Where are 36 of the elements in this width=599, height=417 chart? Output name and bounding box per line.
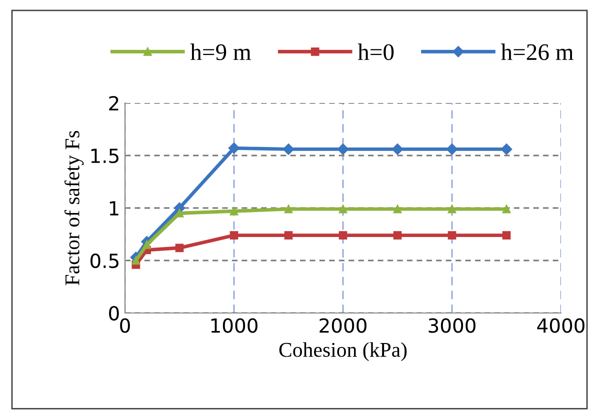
- point: [337, 144, 349, 155]
- x-axis-title: Cohesion (kPa): [279, 342, 407, 362]
- x-tick-label: 0: [120, 318, 130, 333]
- y-tick-label: 1.5: [91, 148, 118, 164]
- x-tick-label: 2000: [320, 318, 366, 333]
- point: [228, 142, 240, 154]
- point: [338, 204, 348, 214]
- point: [502, 204, 511, 214]
- point: [132, 256, 140, 265]
- y-axis-title: Factor of safety Fs: [64, 130, 84, 286]
- y-tick-label: 2: [109, 96, 118, 110]
- point: [393, 204, 402, 214]
- point: [502, 231, 511, 240]
- point: [175, 244, 184, 252]
- legend-label: h=9 m: [190, 44, 251, 60]
- point: [448, 231, 456, 240]
- x-tick-label: 1000: [211, 318, 258, 333]
- point: [500, 144, 512, 155]
- y-tick-label: 0.5: [90, 253, 118, 268]
- y-tick-label: 0: [109, 306, 119, 321]
- point: [393, 231, 402, 240]
- point: [284, 231, 293, 240]
- point: [230, 206, 238, 216]
- x-tick-label: 4000: [537, 318, 584, 333]
- point: [338, 231, 348, 240]
- point: [448, 204, 456, 214]
- point: [392, 144, 404, 155]
- legend-label: h=26 m: [501, 44, 574, 60]
- legend-label: h=0: [358, 44, 394, 60]
- point: [446, 144, 458, 155]
- point: [282, 144, 294, 155]
- y-tick-label: 1: [110, 201, 118, 216]
- point: [284, 204, 293, 214]
- point: [230, 231, 238, 240]
- x-tick-label: 3000: [428, 318, 476, 333]
- point: [142, 240, 151, 249]
